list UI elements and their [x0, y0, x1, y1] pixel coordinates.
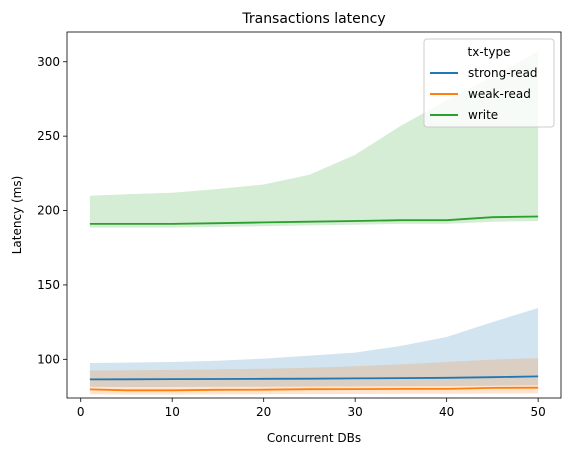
y-axis-label: Latency (ms) — [10, 176, 24, 255]
y-axis-ticks: 100 150 200 250 300 — [37, 55, 67, 366]
chart-title: Transactions latency — [241, 11, 385, 27]
confidence-bands — [89, 51, 539, 395]
band-weak-read — [89, 358, 539, 395]
line-strong-read — [89, 375, 539, 381]
plot-area-frame — [66, 31, 562, 399]
x-tick-label: 20 — [256, 405, 271, 419]
legend: tx-type strong-read weak-read write — [423, 38, 555, 128]
y-tick-label: 100 — [37, 352, 60, 366]
legend-box — [423, 38, 555, 128]
line-write — [89, 215, 539, 225]
band-strong-read — [89, 308, 539, 387]
y-tick-label: 200 — [37, 204, 60, 218]
legend-label-strong-read: strong-read — [468, 66, 538, 80]
x-tick-label: 40 — [439, 405, 454, 419]
legend-title: tx-type — [468, 45, 511, 59]
x-tick-label: 50 — [530, 405, 545, 419]
legend-label-weak-read: weak-read — [468, 87, 531, 101]
y-tick-label: 300 — [37, 55, 60, 69]
series-lines — [89, 215, 539, 392]
y-tick-label: 250 — [37, 129, 60, 143]
x-tick-label: 10 — [165, 405, 180, 419]
x-axis-ticks: 0 10 20 30 40 50 — [77, 398, 546, 419]
band-write — [89, 51, 539, 228]
legend-label-write: write — [468, 108, 498, 122]
x-tick-label: 30 — [348, 405, 363, 419]
line-weak-read — [89, 386, 539, 392]
y-tick-label: 150 — [37, 278, 60, 292]
x-axis-label: Concurrent DBs — [267, 431, 361, 445]
x-tick-label: 0 — [77, 405, 85, 419]
